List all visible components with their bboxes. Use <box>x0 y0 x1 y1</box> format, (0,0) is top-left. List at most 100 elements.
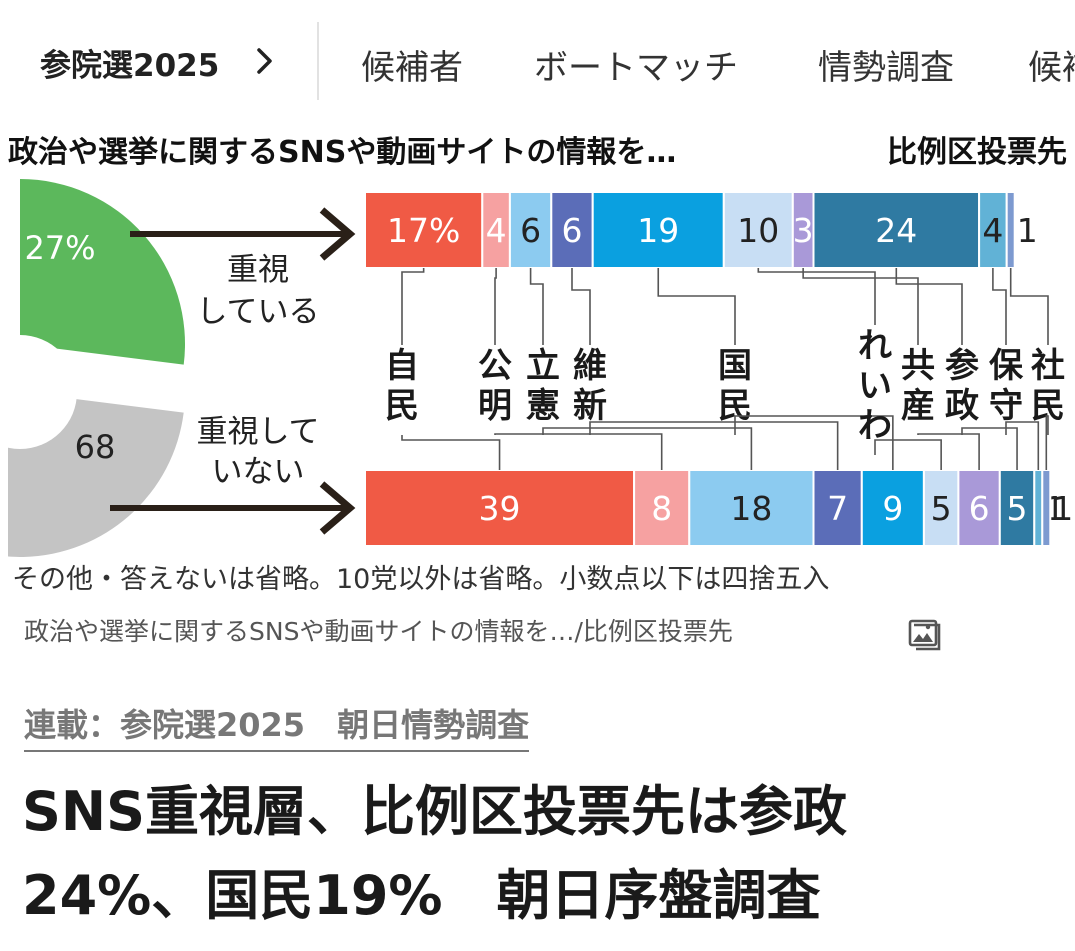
party-label: 憲 <box>526 386 560 426</box>
bar-value-label: 8 <box>651 489 672 528</box>
connector-line <box>529 268 544 345</box>
party-label: 維 <box>573 346 607 386</box>
connector-line <box>757 268 876 325</box>
chart-bar <box>481 191 511 269</box>
nav-series-link[interactable]: 参院選2025 <box>40 48 220 84</box>
series-link[interactable]: 連載：参院選2025 朝日情勢調査 <box>24 700 530 752</box>
arrow-head-not-important <box>319 481 356 535</box>
donut-hole <box>0 335 77 449</box>
arrow-head-important <box>319 207 356 261</box>
connector-line <box>874 439 942 470</box>
bar-value-label: 6 <box>520 211 541 250</box>
party-label: い <box>858 366 892 406</box>
chart-bar <box>1041 469 1052 547</box>
bar-value-label: 17% <box>387 211 460 250</box>
bar-value-label: 1 <box>1052 489 1073 528</box>
bar-value-label: 24 <box>875 211 917 250</box>
bar-value-label: 39 <box>479 489 521 528</box>
donut-slice-not-important <box>0 330 184 557</box>
party-label: 政 <box>945 386 979 426</box>
connector-line <box>1005 421 1040 470</box>
chart-bar <box>812 191 981 269</box>
bar-value-label: 9 <box>882 489 903 528</box>
donut-slice-important <box>20 179 185 365</box>
connector-line <box>734 415 894 470</box>
party-label: 守 <box>989 386 1023 426</box>
party-label: 共 <box>901 346 935 386</box>
chevron-right-icon[interactable] <box>250 46 280 76</box>
party-label: 国 <box>718 346 752 386</box>
chart-subtitle: 比例区投票先 <box>887 135 1067 170</box>
bar-value-label: 5 <box>931 489 952 528</box>
chart-bar <box>722 191 794 269</box>
chart-bar <box>364 469 636 547</box>
connector-line <box>961 427 1018 470</box>
headline-line: 24%、国民19% 朝日序盤調査 <box>22 864 821 927</box>
party-label: 明 <box>478 386 512 426</box>
bar-value-label: 5 <box>1007 489 1028 528</box>
connector-line <box>542 427 753 470</box>
group-label-important: 重視 <box>227 252 289 288</box>
group-label-important: している <box>196 294 319 330</box>
nav-tab-votematch[interactable]: ボートマッチ <box>534 48 738 88</box>
bar-value-label: 18 <box>730 489 772 528</box>
chart-bar <box>922 469 960 547</box>
bar-value-label: 6 <box>969 489 990 528</box>
image-caption: 政治や選挙に関するSNSや動画サイトの情報を…/比例区投票先 <box>24 617 733 646</box>
chart-bar <box>860 469 925 547</box>
nav-tab-candidates[interactable]: 候補者 <box>361 48 463 88</box>
connector-line <box>895 268 963 345</box>
bar-value-label: 6 <box>562 211 583 250</box>
bar-value-label: 19 <box>637 211 679 250</box>
group-label-not-important: いない <box>212 454 305 490</box>
bar-value-label: 4 <box>982 211 1003 250</box>
chart-figure[interactable]: 政治や選挙に関するSNSや動画サイトの情報を… 比例区投票先27%68重視している… <box>0 122 1075 598</box>
headline-line: SNS重視層、比例区投票先は参政 <box>22 780 847 843</box>
connector-line <box>589 421 839 470</box>
party-label: 新 <box>573 386 607 426</box>
chart-bar <box>998 469 1036 547</box>
top-navigation: 参院選2025 候補者 ボートマッチ 情勢調査 候補 <box>0 0 1075 122</box>
donut-clip <box>0 182 8 598</box>
party-label: 産 <box>901 386 935 426</box>
connector-line <box>401 268 425 345</box>
chart-bar <box>1033 469 1044 547</box>
party-label: 公 <box>478 346 512 386</box>
donut-label-not-important: 68 <box>75 428 116 466</box>
chart-bar <box>508 191 553 269</box>
nav-tab-candidates-2[interactable]: 候補 <box>1028 48 1075 88</box>
chart-bar <box>591 191 725 269</box>
party-label: 保 <box>989 346 1024 386</box>
connector-line <box>802 268 919 345</box>
connector-line <box>1045 415 1049 470</box>
connector-line <box>401 435 501 470</box>
bar-value-label: 4 <box>486 211 507 250</box>
image-gallery-icon[interactable] <box>907 616 943 652</box>
nav-tab-poll[interactable]: 情勢調査 <box>818 48 954 88</box>
chart-bar <box>688 469 815 547</box>
chart-title: 政治や選挙に関するSNSや動画サイトの情報を… <box>8 135 676 170</box>
connector-line <box>1009 268 1049 345</box>
group-label-not-important: 重視して <box>196 414 319 450</box>
connector-line <box>917 433 980 470</box>
nav-divider <box>317 22 319 100</box>
bar-value-label: 10 <box>737 211 779 250</box>
party-label: れ <box>858 326 892 366</box>
connector-line <box>657 268 736 345</box>
connector-line <box>992 268 1007 345</box>
chart-note: その他・答えないは省略。10党以外は省略。小数点以下は四捨五入 <box>12 564 829 595</box>
donut-label-important: 27% <box>24 229 95 267</box>
chart-bar <box>957 469 1001 547</box>
bar-value-label: 3 <box>793 211 814 250</box>
party-label: 民 <box>385 386 419 426</box>
article-headline: SNS重視層、比例区投票先は参政 24%、国民19% 朝日序盤調査 <box>22 770 1062 938</box>
party-label: 自 <box>385 346 419 386</box>
party-label: 参 <box>945 346 979 386</box>
party-label: 社 <box>1031 346 1065 386</box>
connector-line <box>494 268 497 345</box>
bar-value-label: 7 <box>827 489 848 528</box>
connector-line <box>571 268 591 345</box>
bar-value-label: 1 <box>1017 211 1038 250</box>
party-label: 立 <box>526 346 560 386</box>
connector-line <box>494 433 663 470</box>
